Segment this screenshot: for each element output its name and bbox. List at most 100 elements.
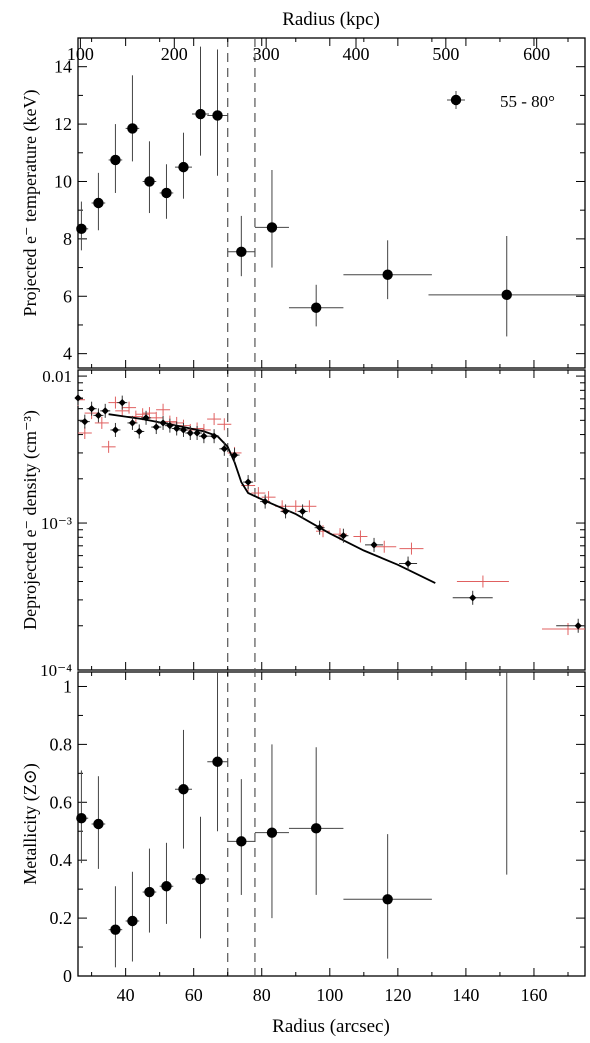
density-red-point-4 (101, 440, 116, 453)
temperature-y-label: Projected e⁻ temperature (keV) (20, 90, 41, 317)
density-black-marker (469, 594, 477, 602)
metallicity-marker (236, 836, 247, 847)
metallicity-point-4 (142, 848, 157, 933)
metallicity-marker (127, 915, 138, 927)
metallicity-y-tick-label-0: 0 (63, 966, 72, 986)
density-black-point-8 (134, 424, 145, 439)
temperature-y-tick-label-3: 10 (54, 171, 72, 191)
metallicity-point-7 (191, 816, 210, 939)
metallicity-y-tick-label-5: 1 (63, 676, 72, 696)
density-black-point-1 (79, 414, 90, 429)
top-axis-tick-label-200: 200 (161, 44, 188, 64)
metallicity-point-11 (288, 747, 344, 895)
density-black-marker (574, 622, 582, 630)
temperature-point-3 (125, 75, 140, 162)
density-red-point-26 (288, 500, 303, 513)
temperature-marker (144, 176, 155, 187)
density-red-point-33 (456, 575, 509, 588)
temperature-marker (266, 222, 278, 233)
density-black-point-18 (209, 429, 220, 444)
density-red-point-12 (156, 403, 171, 416)
density-y-tick-label-0: 0.01 (42, 367, 72, 386)
density-black-marker (111, 426, 120, 434)
temperature-y-tick-label-4: 12 (54, 114, 72, 134)
density-black-marker (210, 432, 218, 440)
metallicity-point-9 (227, 779, 255, 895)
legend-dot (450, 94, 462, 106)
x-tick-label-60: 60 (185, 985, 203, 1005)
metallicity-marker (144, 886, 155, 898)
x-tick-label-100: 100 (316, 985, 343, 1005)
temperature-point-11 (288, 284, 344, 327)
density-black-marker (220, 445, 228, 453)
x-tick-label-140: 140 (452, 985, 479, 1005)
density-black-marker (200, 432, 208, 440)
density-black-point-28 (399, 556, 418, 571)
metallicity-marker (212, 756, 223, 767)
density-black-marker (370, 541, 378, 549)
density-black-marker (159, 419, 167, 427)
density-black-point-23 (280, 504, 291, 519)
temperature-point-4 (142, 141, 157, 214)
density-black-point-21 (243, 475, 254, 490)
density-black-point-26 (338, 528, 349, 543)
density-y-label: Deprojected e⁻ density (cm⁻³) (20, 410, 41, 630)
temperature-marker (161, 187, 172, 199)
temperature-point-13 (428, 236, 585, 337)
density-black-marker (81, 418, 89, 426)
density-black-marker (94, 411, 103, 420)
temperature-point-6 (174, 132, 192, 199)
density-black-marker (404, 559, 412, 568)
density-black-point-11 (158, 415, 169, 430)
density-black-marker (230, 451, 239, 459)
metallicity-point-1 (91, 776, 106, 869)
top-axis-label: Radius (kpc) (282, 9, 380, 30)
temperature-marker (195, 108, 206, 120)
density-black-point-2 (86, 401, 97, 416)
density-black-point-0 (74, 390, 83, 405)
panel-frame-temperature (77, 37, 586, 369)
metallicity-point-5 (159, 842, 174, 924)
density-black-point-20 (229, 448, 240, 463)
density-black-marker (128, 419, 137, 427)
temperature-marker (310, 302, 322, 313)
density-black-point-3 (93, 408, 104, 423)
x-tick-label-40: 40 (117, 985, 135, 1005)
density-black-marker (166, 422, 174, 430)
temperature-point-1 (91, 172, 106, 231)
metallicity-y-tick-label-4: 0.8 (50, 734, 73, 754)
metallicity-marker (382, 894, 393, 905)
temperature-point-5 (159, 164, 174, 219)
top-axis-tick-label-500: 500 (432, 44, 459, 64)
density-black-point-14 (178, 422, 189, 437)
metallicity-point-10 (254, 744, 289, 919)
temperature-marker (178, 161, 189, 173)
temperature-marker (127, 123, 138, 134)
density-black-marker (142, 414, 150, 422)
panel-frame-metallicity (77, 671, 586, 977)
density-black-marker (179, 426, 188, 434)
density-black-point-16 (192, 425, 203, 440)
density-black-marker (88, 405, 96, 413)
density-red-point-19 (207, 413, 222, 426)
temperature-marker (76, 223, 87, 235)
density-black-marker (261, 497, 269, 506)
density-red-point-20 (217, 418, 232, 431)
density-black-marker (101, 407, 109, 415)
density-black-marker (339, 532, 348, 540)
temperature-marker (236, 246, 247, 257)
temperature-y-tick-label-2: 8 (63, 229, 72, 249)
temperature-marker (212, 110, 223, 121)
top-axis-tick-label-100: 100 (67, 44, 94, 64)
metallicity-marker (110, 924, 121, 935)
temperature-y-tick-label-5: 14 (54, 57, 72, 77)
metallicity-point-8 (207, 672, 228, 832)
density-black-marker (315, 524, 324, 532)
density-black-marker (152, 423, 160, 431)
density-red-point-32 (399, 542, 424, 555)
temperature-point-9 (227, 215, 255, 277)
density-red-point-30 (353, 530, 368, 543)
metallicity-marker (310, 823, 322, 834)
